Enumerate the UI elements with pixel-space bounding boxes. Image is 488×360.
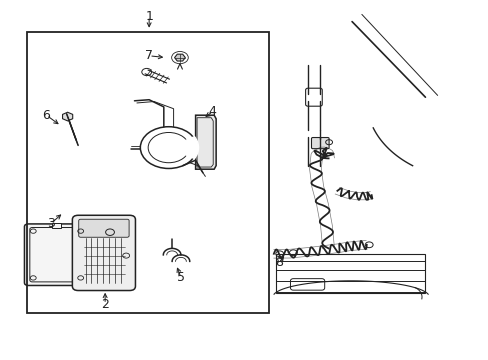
Polygon shape [195,115,216,169]
Text: 8: 8 [274,256,282,269]
Polygon shape [174,54,185,61]
Text: 6: 6 [42,109,50,122]
Bar [52,223,61,228]
Bar [27,32,268,313]
Bar [276,254,425,293]
Polygon shape [62,112,73,121]
Text: 5: 5 [177,271,184,284]
Text: 4: 4 [208,105,216,118]
FancyBboxPatch shape [79,219,129,237]
FancyBboxPatch shape [305,88,322,106]
Text: 3: 3 [47,217,55,230]
FancyBboxPatch shape [311,138,328,149]
Text: 7: 7 [145,49,153,62]
FancyBboxPatch shape [72,215,135,291]
Text: 1: 1 [145,10,153,23]
Wedge shape [183,137,198,158]
Text: 2: 2 [101,298,109,311]
FancyBboxPatch shape [24,224,88,285]
